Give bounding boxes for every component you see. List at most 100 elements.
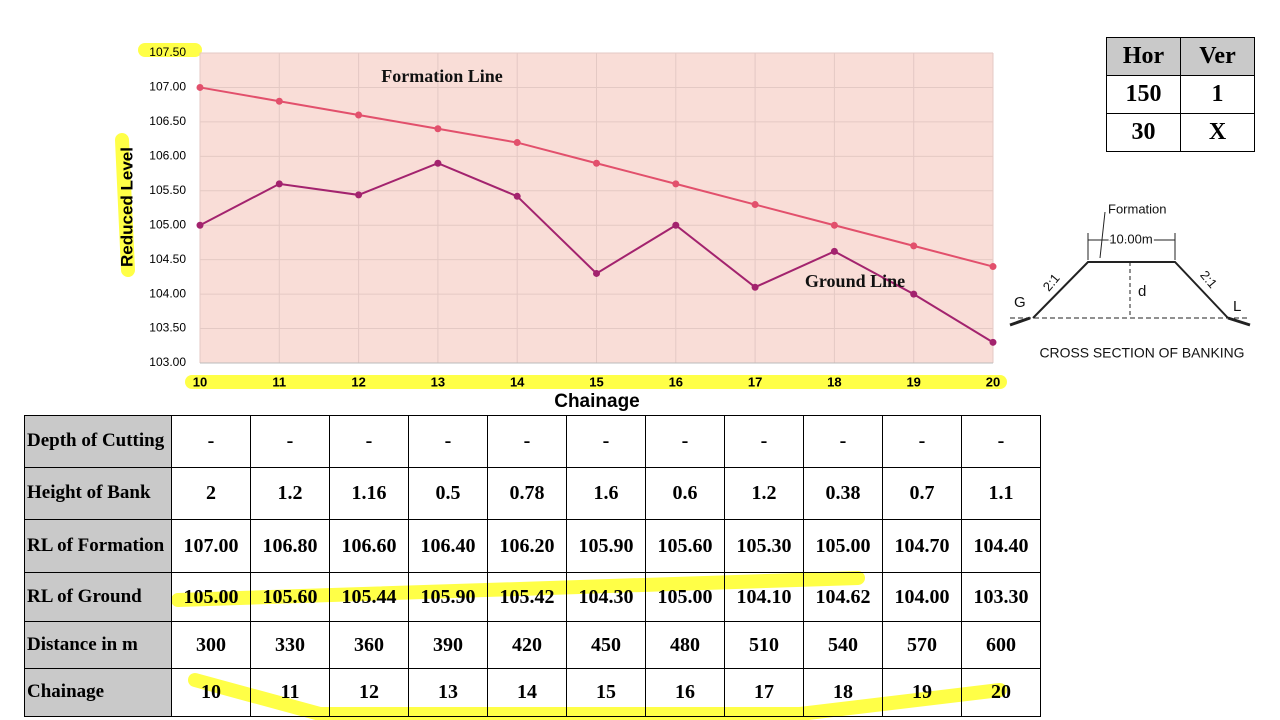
series-label: Formation Line (381, 66, 503, 86)
data-point (196, 221, 204, 229)
scale-cell: Ver (1180, 37, 1255, 76)
data-point (593, 269, 600, 277)
x-tick-label: 19 (906, 374, 920, 389)
data-point (275, 180, 283, 188)
table-cell: 105.42 (487, 572, 567, 622)
table-cell: 0.5 (408, 467, 488, 520)
data-point (910, 242, 918, 250)
table-cell: 540 (803, 621, 883, 669)
y-tick-label: 104.50 (149, 252, 186, 266)
table-cell: 18 (803, 668, 883, 717)
scale-row: Hor Ver (1106, 37, 1255, 76)
table-cell: 1.6 (566, 467, 646, 520)
data-point (513, 139, 521, 147)
table-cell: 2 (171, 467, 251, 520)
table-cell: 104.00 (882, 572, 962, 622)
x-tick-label: 10 (193, 374, 207, 389)
x-tick-label: 14 (510, 374, 525, 389)
data-point (910, 290, 918, 298)
data-table: Depth of Cutting - - - - - - - - - - - Height of Ban… (24, 415, 1041, 717)
table-cell: 105.00 (645, 572, 725, 622)
table-cell: 1.2 (724, 467, 804, 520)
scale-cell: 1 (1180, 75, 1255, 114)
table-row: Depth of Cutting - - - - - - - - - - - (24, 415, 1041, 468)
x-tick-label: 11 (272, 374, 286, 389)
table-cell: 105.44 (329, 572, 409, 622)
table-cell: - (566, 415, 646, 468)
x-tick-label: 13 (431, 374, 445, 389)
scale-cell: 150 (1106, 75, 1181, 114)
formation-label: Formation (1108, 201, 1167, 216)
table-cell: 106.60 (329, 519, 409, 573)
width-label: 10.00m (1109, 231, 1152, 246)
scale-row: 30 X (1106, 113, 1255, 152)
row-header: RL of Formation (24, 519, 172, 573)
y-tick-label: 107.50 (149, 45, 186, 59)
table-cell: - (487, 415, 567, 468)
table-row: Chainage 10 11 12 13 14 15 16 17 18 19 20 (24, 668, 1041, 717)
table-cell: 0.6 (645, 467, 725, 520)
y-tick-label: 103.50 (149, 321, 186, 335)
data-point (593, 159, 600, 167)
data-point (196, 83, 204, 91)
x-axis-title: Chainage (554, 391, 640, 412)
table-cell: - (250, 415, 330, 468)
scale-table: Hor Ver 150 1 30 X (1106, 37, 1255, 152)
data-point (751, 283, 759, 291)
scale-cell: X (1180, 113, 1255, 152)
table-cell: 0.38 (803, 467, 883, 520)
y-tick-label: 106.00 (149, 149, 186, 163)
scale-cell: 30 (1106, 113, 1181, 152)
table-cell: 1.2 (250, 467, 330, 520)
table-cell: 20 (961, 668, 1041, 717)
table-cell: 510 (724, 621, 804, 669)
table-cell: 105.90 (566, 519, 646, 573)
table-cell: 1.16 (329, 467, 409, 520)
x-tick-label: 12 (351, 374, 365, 389)
table-cell: 390 (408, 621, 488, 669)
table-cell: 15 (566, 668, 646, 717)
row-header: Chainage (24, 668, 172, 717)
table-cell: 420 (487, 621, 567, 669)
table-cell: 106.20 (487, 519, 567, 573)
cross-section (1009, 211, 1251, 327)
data-point (434, 159, 442, 167)
y-tick-label: 107.00 (149, 80, 186, 94)
point-label: G (1014, 294, 1026, 311)
table-cell: 106.40 (408, 519, 488, 573)
row-header: Depth of Cutting (24, 415, 172, 468)
table-cell: 14 (487, 668, 567, 717)
y-tick-label: 105.50 (149, 183, 186, 197)
table-cell: 103.30 (961, 572, 1041, 622)
table-cell: 13 (408, 668, 488, 717)
y-axis-title: Reduced Level (117, 147, 136, 267)
scale-row: 150 1 (1106, 75, 1255, 114)
table-cell: 300 (171, 621, 251, 669)
table-cell: 0.7 (882, 467, 962, 520)
bank (1032, 261, 1229, 319)
table-cell: 12 (329, 668, 409, 717)
formation-arrow (1099, 211, 1106, 259)
table-cell: 11 (250, 668, 330, 717)
diagram-caption: CROSS SECTION OF BANKING (1040, 345, 1245, 361)
data-point (751, 201, 759, 209)
table-cell: - (882, 415, 962, 468)
data-point (355, 191, 363, 199)
point-label: L (1233, 298, 1241, 315)
data-point (989, 263, 997, 271)
scale-cell: Hor (1106, 37, 1181, 76)
data-point (355, 111, 363, 119)
table-cell: 104.40 (961, 519, 1041, 573)
width-dimension (1087, 233, 1176, 260)
table-cell: 104.70 (882, 519, 962, 573)
table-cell: 570 (882, 621, 962, 669)
table-cell: - (803, 415, 883, 468)
data-point (672, 180, 680, 188)
table-cell: - (408, 415, 488, 468)
table-cell: 1.1 (961, 467, 1041, 520)
table-cell: 105.00 (171, 572, 251, 622)
table-cell: - (171, 415, 251, 468)
table-cell: - (329, 415, 409, 468)
table-row: Distance in m 300 330 360 390 420 450 480 510 540… (24, 621, 1041, 669)
